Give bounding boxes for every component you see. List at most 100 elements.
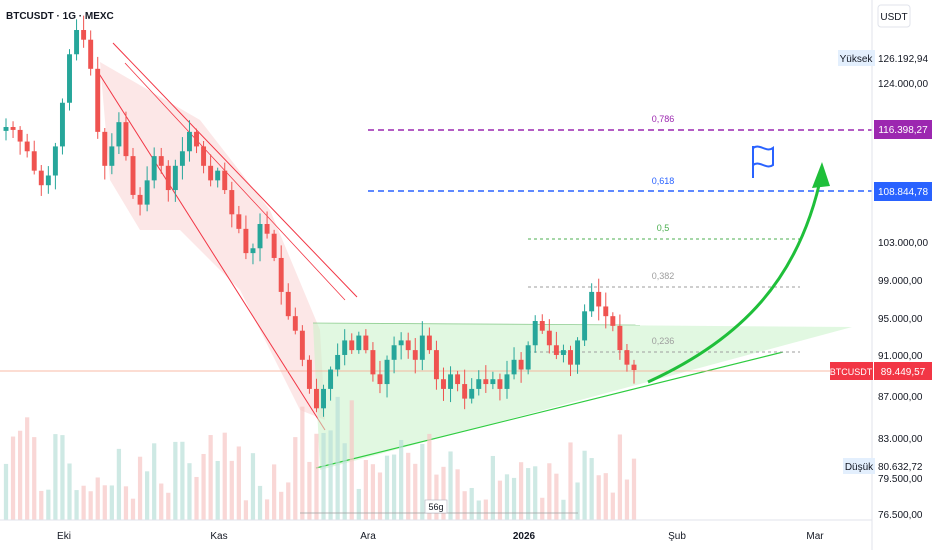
- candle[interactable]: [179, 151, 185, 166]
- candle[interactable]: [38, 170, 44, 186]
- price-tick-83000: 83.000,00: [878, 434, 923, 445]
- candle[interactable]: [278, 257, 284, 292]
- candle[interactable]: [102, 131, 108, 166]
- candle[interactable]: [52, 146, 58, 176]
- candle[interactable]: [384, 359, 390, 385]
- plot-area[interactable]: [0, 0, 872, 520]
- candle[interactable]: [17, 129, 23, 142]
- candle[interactable]: [419, 335, 425, 360]
- candle[interactable]: [560, 350, 566, 355]
- candle[interactable]: [321, 388, 326, 409]
- candle[interactable]: [462, 384, 468, 399]
- candle[interactable]: [455, 374, 461, 385]
- candle[interactable]: [532, 321, 538, 346]
- volume-bar: [413, 463, 418, 520]
- candle[interactable]: [370, 350, 376, 375]
- candle[interactable]: [575, 340, 581, 365]
- candle[interactable]: [476, 379, 482, 389]
- candle[interactable]: [398, 340, 404, 346]
- candle[interactable]: [314, 388, 319, 409]
- candle[interactable]: [335, 354, 341, 370]
- candle[interactable]: [405, 340, 411, 351]
- candle[interactable]: [264, 224, 270, 234]
- candle[interactable]: [504, 374, 510, 389]
- candle[interactable]: [539, 321, 545, 331]
- candle[interactable]: [292, 316, 298, 331]
- candle[interactable]: [349, 340, 355, 351]
- candle[interactable]: [236, 214, 242, 229]
- candle[interactable]: [151, 156, 157, 181]
- candle[interactable]: [31, 151, 37, 171]
- candle[interactable]: [271, 233, 277, 258]
- price-axis[interactable]: USDT 124.000,00 103.000,00 99.000,00 95.…: [830, 4, 932, 521]
- candle[interactable]: [391, 345, 397, 360]
- candle[interactable]: [553, 345, 559, 355]
- candle[interactable]: [363, 335, 369, 351]
- candle[interactable]: [74, 30, 80, 55]
- candle[interactable]: [250, 248, 256, 254]
- candle[interactable]: [158, 156, 164, 166]
- candle[interactable]: [617, 325, 623, 351]
- candle[interactable]: [243, 228, 249, 254]
- candle[interactable]: [511, 359, 517, 375]
- candle[interactable]: [306, 359, 312, 389]
- time-axis[interactable]: Eki Kas Ara 2026 Şub Mar: [57, 531, 824, 542]
- candle[interactable]: [497, 379, 503, 389]
- candle[interactable]: [589, 291, 595, 312]
- candle[interactable]: [433, 350, 439, 380]
- candle[interactable]: [222, 170, 228, 191]
- candle[interactable]: [568, 350, 573, 365]
- volume-bar: [123, 486, 129, 520]
- candle[interactable]: [518, 359, 524, 370]
- candle[interactable]: [448, 374, 454, 389]
- candle[interactable]: [130, 156, 136, 195]
- candle[interactable]: [10, 127, 16, 130]
- candle[interactable]: [603, 306, 609, 317]
- candle[interactable]: [377, 374, 383, 385]
- candle[interactable]: [165, 165, 171, 191]
- volume-bar: [335, 396, 340, 520]
- candle[interactable]: [483, 379, 489, 385]
- candle[interactable]: [45, 175, 51, 186]
- candle[interactable]: [116, 122, 122, 147]
- candle[interactable]: [201, 146, 207, 166]
- candle[interactable]: [123, 122, 129, 157]
- candle[interactable]: [208, 165, 214, 181]
- candle[interactable]: [3, 127, 9, 131]
- candle[interactable]: [624, 350, 630, 365]
- candle[interactable]: [137, 194, 143, 205]
- candles[interactable]: [3, 15, 637, 417]
- candle[interactable]: [441, 379, 446, 389]
- candle[interactable]: [469, 388, 475, 399]
- currency-button[interactable]: [877, 4, 911, 28]
- candle[interactable]: [95, 68, 101, 132]
- candle[interactable]: [342, 340, 348, 355]
- candle[interactable]: [67, 54, 72, 103]
- candle[interactable]: [215, 170, 221, 181]
- candle[interactable]: [144, 180, 150, 205]
- candle[interactable]: [490, 379, 496, 385]
- candle[interactable]: [546, 330, 552, 346]
- candle[interactable]: [81, 30, 87, 40]
- candle[interactable]: [610, 316, 616, 326]
- candle[interactable]: [426, 335, 432, 351]
- candle[interactable]: [194, 131, 199, 147]
- candle[interactable]: [596, 291, 602, 307]
- candle[interactable]: [525, 345, 531, 370]
- candle[interactable]: [356, 335, 362, 351]
- candle[interactable]: [285, 291, 291, 317]
- candle[interactable]: [172, 165, 178, 191]
- candle[interactable]: [328, 369, 334, 389]
- candle[interactable]: [299, 330, 305, 360]
- candle[interactable]: [229, 190, 235, 215]
- candle[interactable]: [582, 311, 588, 341]
- candle[interactable]: [412, 350, 418, 360]
- candle[interactable]: [88, 39, 94, 69]
- candle[interactable]: [24, 141, 30, 152]
- candle[interactable]: [186, 131, 192, 152]
- candle[interactable]: [109, 146, 115, 166]
- candle[interactable]: [257, 224, 263, 249]
- candle[interactable]: [631, 364, 637, 370]
- candle[interactable]: [59, 102, 65, 147]
